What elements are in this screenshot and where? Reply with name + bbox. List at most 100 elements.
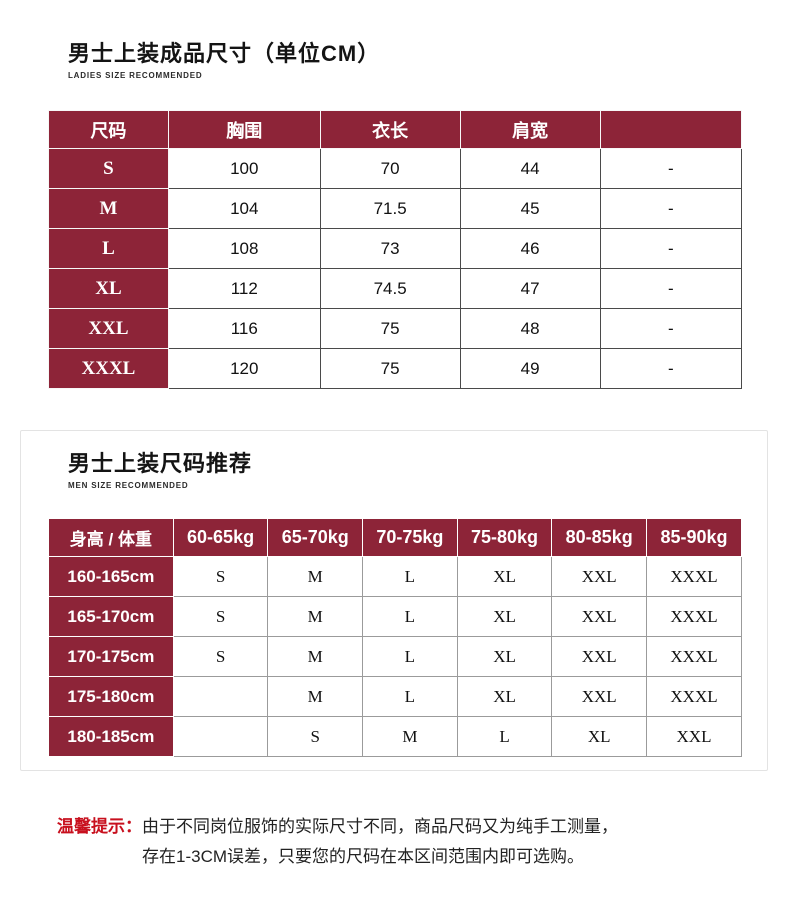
size-spec-header-row: 尺码 胸围 衣长 肩宽 (48, 110, 743, 149)
size-label: XXL (48, 308, 169, 349)
shoulder-cell: 48 (459, 308, 601, 349)
col-header-length: 衣长 (319, 110, 461, 149)
col-header-70-75kg: 70-75kg (362, 518, 458, 557)
table-row: S 100 70 44 - (48, 148, 743, 189)
size-cell: L (362, 556, 458, 597)
section1-header: 男士上装成品尺寸（单位CM） LADIES SIZE RECOMMENDED (68, 36, 380, 80)
table-row: M 104 71.5 45 - (48, 188, 743, 229)
col-header-size: 尺码 (48, 110, 169, 149)
empty-cell: - (599, 228, 743, 269)
size-cell: L (362, 676, 458, 717)
size-recommendation-table: 身高 / 体重 60-65kg 65-70kg 70-75kg 75-80kg … (48, 518, 742, 757)
chest-cell: 104 (167, 188, 321, 229)
chest-cell: 116 (167, 308, 321, 349)
size-cell: XXL (646, 716, 742, 757)
shoulder-cell: 46 (459, 228, 601, 269)
section2-header: 男士上装尺码推荐 MEN SIZE RECOMMENDED (68, 446, 252, 490)
height-label: 170-175cm (48, 636, 174, 677)
height-label: 160-165cm (48, 556, 174, 597)
table-row: 165-170cm S M L XL XXL XXXL (48, 596, 742, 637)
warm-tip-text: 由于不同岗位服饰的实际尺寸不同，商品尺码又为纯手工测量， 存在1-3CM误差，只… (142, 812, 618, 872)
table-row: XXL 116 75 48 - (48, 308, 743, 349)
size-cell: L (456, 716, 553, 757)
empty-cell: - (599, 188, 743, 229)
size-cell: XXXL (646, 636, 742, 677)
size-cell: L (362, 596, 458, 637)
size-cell: XL (456, 676, 553, 717)
size-cell: L (362, 636, 458, 677)
size-cell: S (267, 716, 364, 757)
size-label: L (48, 228, 169, 269)
section2-title: 男士上装尺码推荐 (68, 451, 253, 476)
chest-cell: 120 (167, 348, 321, 389)
col-header-80-85kg: 80-85kg (551, 518, 648, 557)
height-label: 175-180cm (48, 676, 174, 717)
col-header-60-65kg: 60-65kg (172, 518, 269, 557)
size-cell: XL (456, 636, 553, 677)
length-cell: 74.5 (319, 268, 461, 309)
chest-cell: 100 (167, 148, 321, 189)
table-row: XXXL 120 75 49 - (48, 348, 743, 389)
height-label: 165-170cm (48, 596, 174, 637)
empty-cell: - (599, 348, 743, 389)
empty-cell: - (599, 268, 743, 309)
col-header-shoulder: 肩宽 (459, 110, 601, 149)
size-cell: XL (456, 596, 553, 637)
table-row: 180-185cm S M L XL XXL (48, 716, 742, 757)
shoulder-cell: 45 (459, 188, 601, 229)
length-cell: 75 (319, 308, 461, 349)
section1-title: 男士上装成品尺寸（单位CM） (68, 41, 381, 66)
size-cell: M (362, 716, 458, 757)
recommendation-header-row: 身高 / 体重 60-65kg 65-70kg 70-75kg 75-80kg … (48, 518, 742, 557)
size-cell: XXXL (646, 596, 742, 637)
size-cell: XXL (551, 676, 648, 717)
size-cell: S (172, 596, 269, 637)
table-row: 175-180cm M L XL XXL XXXL (48, 676, 742, 717)
length-cell: 70 (319, 148, 461, 189)
size-cell (172, 716, 269, 757)
size-cell (172, 676, 269, 717)
size-cell: XXXL (646, 556, 742, 597)
size-cell: XXL (551, 636, 648, 677)
size-cell: S (172, 636, 269, 677)
warm-tip-note: 温馨提示： 由于不同岗位服饰的实际尺寸不同，商品尺码又为纯手工测量， 存在1-3… (57, 812, 743, 872)
col-header-75-80kg: 75-80kg (456, 518, 553, 557)
size-cell: S (172, 556, 269, 597)
length-cell: 71.5 (319, 188, 461, 229)
empty-cell: - (599, 148, 743, 189)
size-label: M (48, 188, 169, 229)
warm-tip-line1: 由于不同岗位服饰的实际尺寸不同，商品尺码又为纯手工测量， (142, 817, 618, 836)
size-cell: M (267, 596, 364, 637)
warm-tip-label: 温馨提示： (57, 817, 142, 836)
col-header-85-90kg: 85-90kg (646, 518, 742, 557)
table-row: 170-175cm S M L XL XXL XXXL (48, 636, 742, 677)
size-spec-table: 尺码 胸围 衣长 肩宽 S 100 70 44 - M 104 71.5 45 … (48, 110, 743, 389)
empty-cell: - (599, 308, 743, 349)
shoulder-cell: 44 (459, 148, 601, 189)
size-label: XL (48, 268, 169, 309)
height-label: 180-185cm (48, 716, 174, 757)
size-cell: XXL (551, 596, 648, 637)
size-label: S (48, 148, 169, 189)
table-row: XL 112 74.5 47 - (48, 268, 743, 309)
size-cell: XL (551, 716, 648, 757)
warm-tip-line2: 存在1-3CM误差，只要您的尺码在本区间范围内即可选购。 (142, 847, 585, 866)
col-header-height-weight: 身高 / 体重 (48, 518, 174, 557)
size-cell: XXL (551, 556, 648, 597)
col-header-chest: 胸围 (167, 110, 321, 149)
size-cell: M (267, 676, 364, 717)
col-header-empty (599, 110, 743, 149)
col-header-65-70kg: 65-70kg (267, 518, 364, 557)
chest-cell: 112 (167, 268, 321, 309)
chest-cell: 108 (167, 228, 321, 269)
size-cell: M (267, 636, 364, 677)
shoulder-cell: 49 (459, 348, 601, 389)
length-cell: 75 (319, 348, 461, 389)
shoulder-cell: 47 (459, 268, 601, 309)
size-cell: XL (456, 556, 553, 597)
table-row: L 108 73 46 - (48, 228, 743, 269)
size-cell: XXXL (646, 676, 742, 717)
size-label: XXXL (48, 348, 169, 389)
length-cell: 73 (319, 228, 461, 269)
section2-subtitle: MEN SIZE RECOMMENDED (68, 481, 189, 490)
